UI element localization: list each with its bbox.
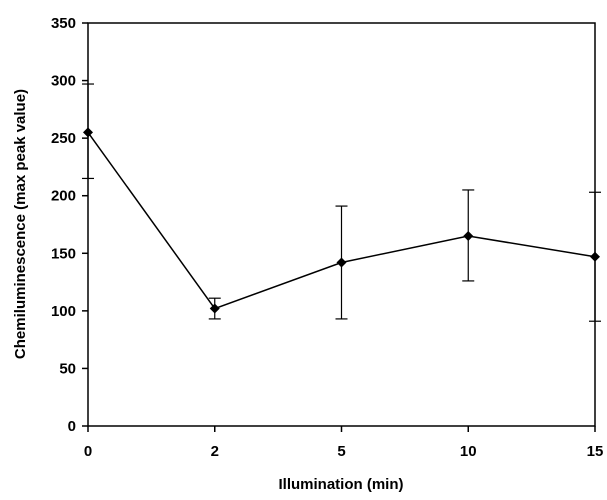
x-axis-ticks: 0 2 5 10 15 xyxy=(84,426,604,460)
error-bars xyxy=(82,83,601,322)
y-tick-label: 200 xyxy=(51,188,76,205)
x-tick-label: 15 xyxy=(587,443,604,460)
y-tick-label: 350 xyxy=(51,15,76,32)
data-point-marker xyxy=(590,251,600,262)
y-tick-label: 100 xyxy=(51,303,76,320)
y-tick-label: 50 xyxy=(59,360,76,377)
x-axis-title: Illumination (min) xyxy=(279,476,404,493)
data-markers xyxy=(83,127,600,314)
x-tick-label: 0 xyxy=(84,443,92,460)
y-axis-ticks: 0 50 100 150 200 250 300 350 xyxy=(51,15,88,435)
y-tick-label: 150 xyxy=(51,245,76,262)
data-point-marker xyxy=(336,257,347,268)
data-point-marker xyxy=(463,231,474,242)
y-tick-label: 300 xyxy=(51,73,76,90)
data-point-marker xyxy=(83,127,93,138)
x-tick-label: 5 xyxy=(337,443,345,460)
x-tick-label: 10 xyxy=(460,443,477,460)
x-tick-label: 2 xyxy=(211,443,219,460)
y-axis-title: Chemiluminescence (max peak value) xyxy=(12,89,29,359)
y-tick-label: 250 xyxy=(51,130,76,147)
data-point-marker xyxy=(209,303,220,314)
y-tick-label: 0 xyxy=(68,418,76,435)
